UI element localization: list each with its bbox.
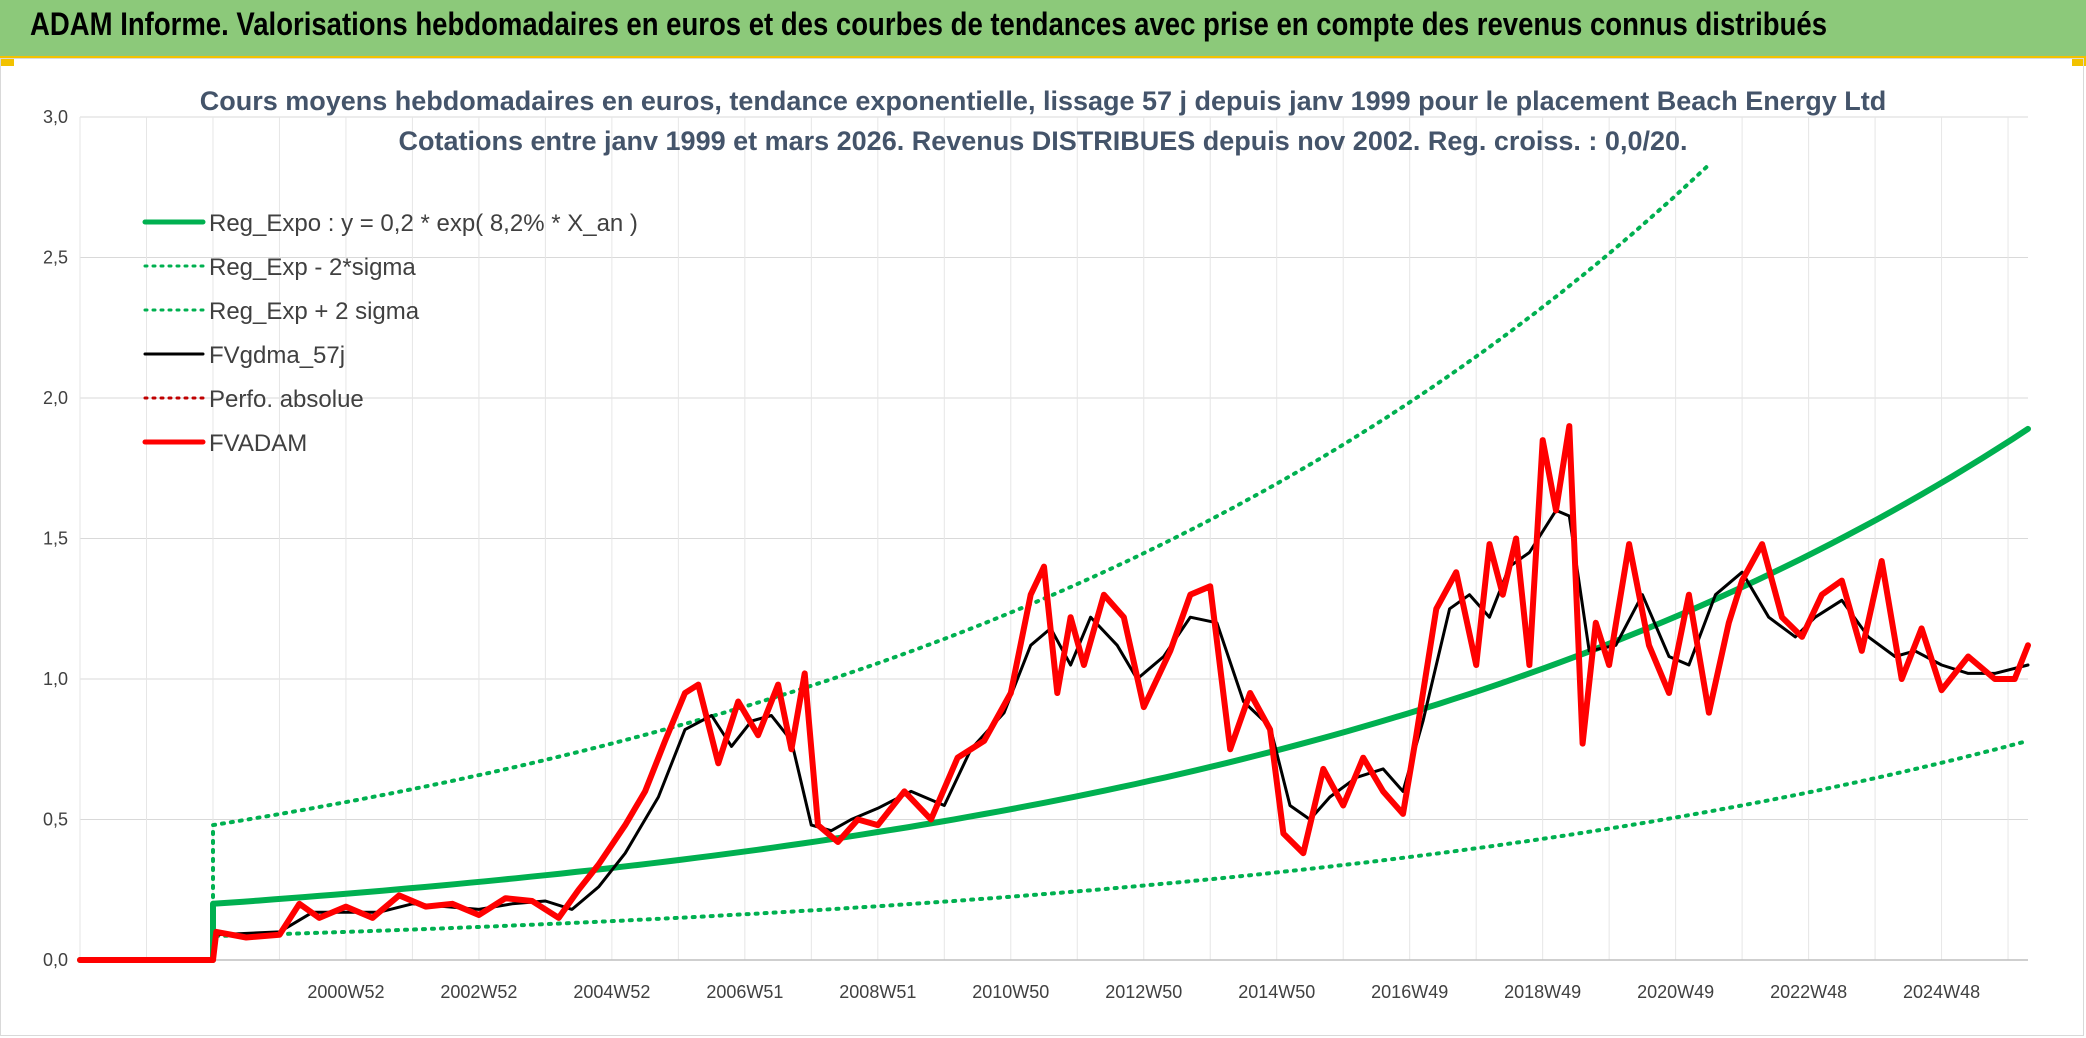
y-tick-label: 1,5 — [43, 529, 68, 549]
left-corner-marker — [0, 56, 14, 66]
y-tick-label: 0,5 — [43, 810, 68, 830]
x-tick-label: 2002W52 — [440, 982, 517, 1002]
x-tick-label: 2016W49 — [1371, 982, 1448, 1002]
x-tick-label: 2018W49 — [1504, 982, 1581, 1002]
x-tick-label: 2022W48 — [1770, 982, 1847, 1002]
x-tick-label: 2012W50 — [1105, 982, 1182, 1002]
series-line-fvgdma-57j — [78, 508, 2030, 962]
x-tick-label: 2008W51 — [839, 982, 916, 1002]
x-tick-label: 2014W50 — [1238, 982, 1315, 1002]
legend-label: FVgdma_57j — [209, 342, 345, 369]
plot-series — [77, 162, 2031, 963]
y-tick-label: 3,0 — [43, 107, 68, 127]
x-tick-label: 2020W49 — [1637, 982, 1714, 1002]
legend-label: Perfo. absolue — [209, 386, 364, 413]
x-tick-label: 2024W48 — [1903, 982, 1980, 1002]
x-tick-label: 2000W52 — [307, 982, 384, 1002]
chart-grid — [79, 116, 2028, 961]
chart-title: Cours moyens hebdomadaires en euros, ten… — [200, 86, 1887, 116]
chart-frame — [0, 58, 2084, 1036]
y-tick-label: 2,5 — [43, 248, 68, 268]
series-line-reg-exp-2-sigma — [211, 738, 2030, 962]
report-banner: ADAM Informe. Valorisations hebdomadaire… — [0, 0, 2086, 58]
x-tick-label: 2004W52 — [573, 982, 650, 1002]
legend-label: Reg_Expo : y = 0,2 * exp( 8,2% * X_an ) — [209, 210, 638, 237]
x-tick-label: 2010W50 — [972, 982, 1049, 1002]
x-tick-label: 2006W51 — [706, 982, 783, 1002]
right-corner-marker — [2072, 56, 2086, 66]
legend-label: Reg_Exp - 2*sigma — [209, 254, 416, 281]
legend-label: FVADAM — [209, 430, 307, 457]
chart-legend: Reg_Expo : y = 0,2 * exp( 8,2% * X_an ) R… — [142, 210, 638, 457]
y-tick-label: 2,0 — [43, 388, 68, 408]
y-axis-ticks: 0,0 0,5 1,0 1,5 2,0 2,5 3,0 — [43, 107, 68, 970]
series-line-reg-expo-y-0-2-exp-8-2-x-an — [77, 425, 2031, 963]
y-tick-label: 0,0 — [43, 950, 68, 970]
series-line-fvadam — [77, 423, 2031, 963]
x-axis-ticks: 2000W52 2002W52 2004W52 2006W51 2008W51 2010W… — [307, 982, 1980, 1002]
series-line-reg-exp-2-sigma — [211, 162, 1711, 962]
y-tick-label: 1,0 — [43, 669, 68, 689]
legend-label: Reg_Exp + 2 sigma — [209, 298, 420, 325]
report-title: ADAM Informe. Valorisations hebdomadaire… — [30, 6, 1827, 42]
chart-subtitle: Cotations entre janv 1999 et mars 2026. … — [398, 126, 1687, 156]
